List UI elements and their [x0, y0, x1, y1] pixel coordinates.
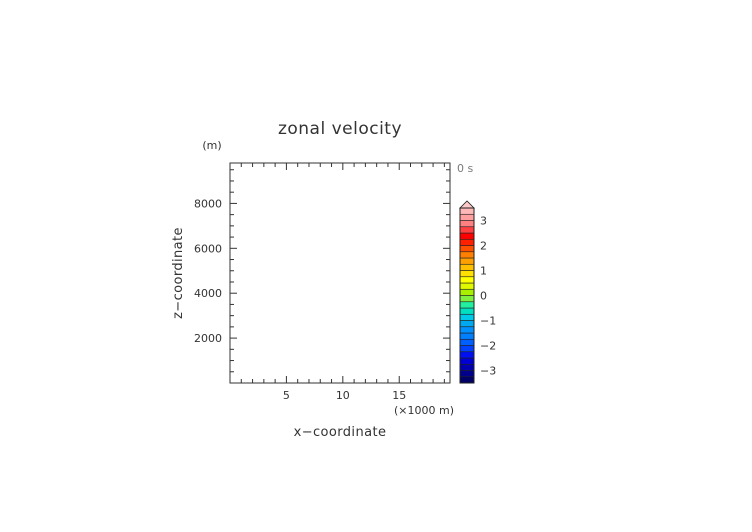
y-axis-label: z−coordinate	[171, 227, 186, 319]
colorbar-segment	[459, 288, 475, 296]
colorbar-segment	[459, 376, 475, 384]
y-tick-label: 6000	[194, 242, 222, 255]
y-tick-label: 2000	[194, 332, 222, 345]
colorbar-segment	[459, 313, 475, 321]
colorbar-tick-label: 3	[480, 215, 487, 228]
colorbar-segment	[459, 345, 475, 353]
colorbar-segment	[459, 295, 475, 303]
colorbar-segment	[459, 351, 475, 359]
colorbar: −3 −2 −1 0 1 2 3	[459, 200, 496, 384]
colorbar-segment	[459, 257, 475, 265]
y-axis-ticks: 2000 4000 6000 8000	[194, 169, 450, 373]
colorbar-segment	[459, 232, 475, 240]
x-tick-label: 15	[392, 389, 406, 402]
x-axis-unit: (×1000 m)	[394, 404, 454, 417]
colorbar-extend-triangle	[459, 200, 475, 209]
colorbar-segment	[459, 226, 475, 234]
colorbar-segment	[459, 270, 475, 278]
colorbar-tick-label: −1	[480, 315, 496, 328]
y-tick-label: 4000	[194, 287, 222, 300]
colorbar-segment	[459, 213, 475, 221]
colorbar-segment	[459, 263, 475, 271]
colorbar-segment	[459, 357, 475, 365]
colorbar-segment	[459, 307, 475, 315]
colorbar-segment	[459, 370, 475, 378]
colorbar-tick-label: 0	[480, 290, 487, 303]
colorbar-segment	[459, 363, 475, 371]
y-axis-unit: (m)	[202, 139, 221, 152]
colorbar-tick-label: 2	[480, 240, 487, 253]
colorbar-segment	[459, 301, 475, 309]
colorbar-frame	[459, 207, 475, 384]
colorbar-segment	[459, 207, 475, 215]
y-tick-label: 8000	[194, 197, 222, 210]
chart-title: zonal velocity	[278, 119, 402, 139]
colorbar-segment	[459, 251, 475, 259]
colorbar-tick-label: 1	[480, 265, 487, 278]
x-tick-label: 10	[336, 389, 350, 402]
plot-frame	[229, 162, 451, 384]
colorbar-segment	[459, 276, 475, 284]
colorbar-segment	[459, 332, 475, 340]
colorbar-segment	[459, 220, 475, 228]
colorbar-segment	[459, 326, 475, 334]
colorbar-segment	[459, 238, 475, 246]
x-axis-ticks: 5 10 15	[240, 163, 445, 402]
colorbar-segment	[459, 320, 475, 328]
x-axis-label: x−coordinate	[294, 425, 387, 440]
colorbar-tick-label: −3	[480, 365, 496, 378]
colorbar-segment	[459, 245, 475, 253]
colorbar-segment	[459, 282, 475, 290]
time-label: 0 s	[457, 162, 473, 175]
colorbar-tick-label: −2	[480, 340, 496, 353]
colorbar-segment	[459, 338, 475, 346]
x-tick-label: 5	[283, 389, 290, 402]
